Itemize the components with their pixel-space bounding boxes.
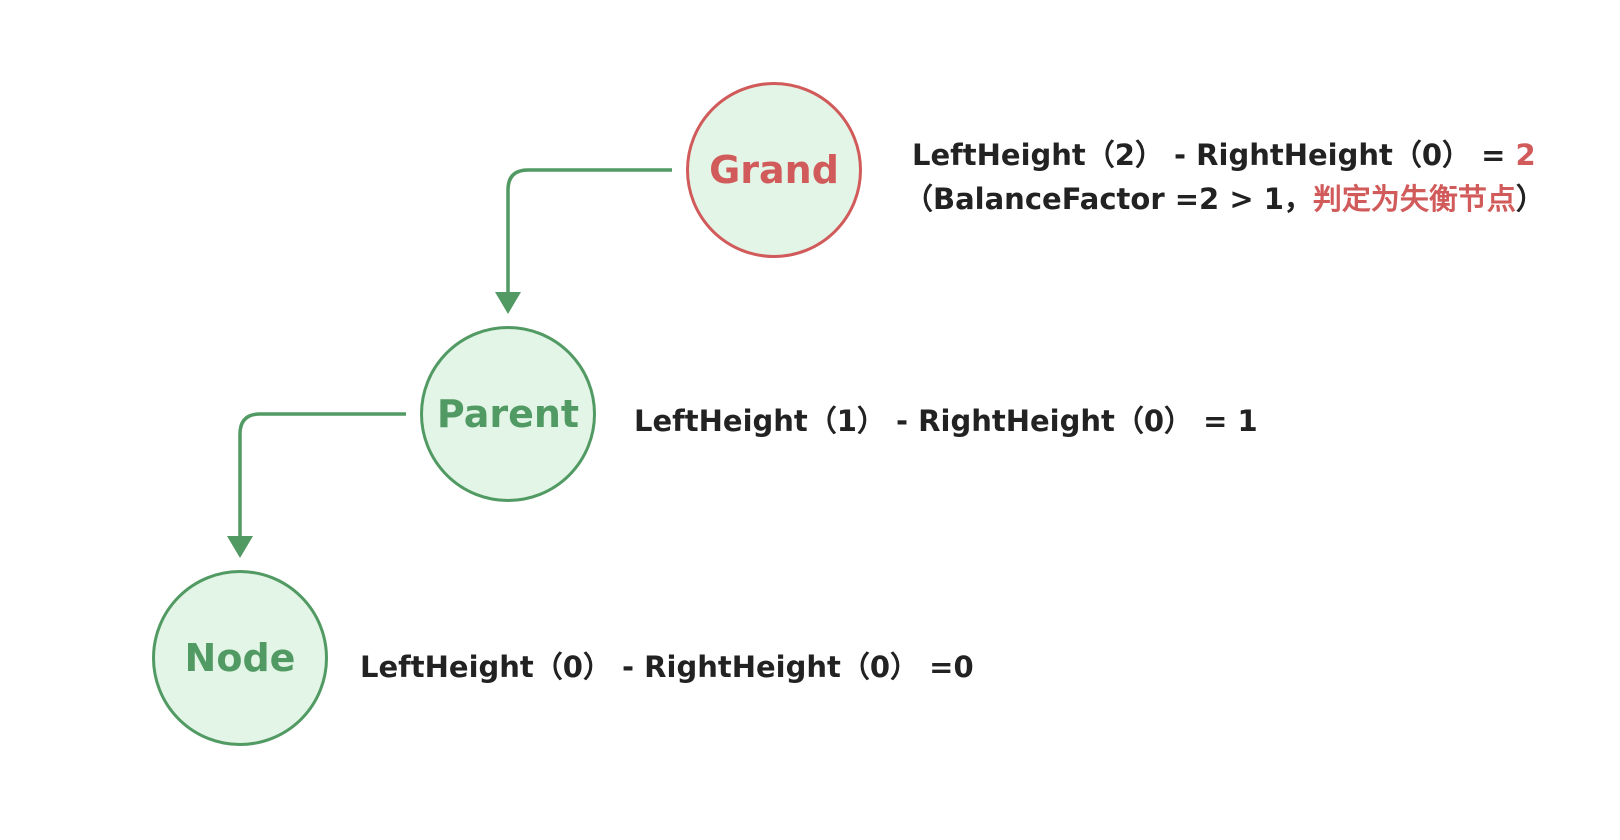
grand-note-close: ） (1515, 182, 1545, 216)
grand-node-label: Grand (709, 148, 839, 192)
edge-grand-to-parent (506, 168, 672, 292)
parent-node-label: Parent (436, 392, 580, 436)
grand-node: Grand (686, 82, 862, 258)
edge-parent-to-node (238, 412, 406, 536)
grand-note-open: （BalanceFactor =2 > 1， (904, 182, 1313, 216)
grand-note-highlight: 判定为失衡节点 (1312, 182, 1516, 216)
grand-formula-text: LeftHeight（2） - RightHeight（0） = (912, 138, 1516, 172)
arrowhead-node (227, 536, 253, 558)
node-formula-text: LeftHeight（0） - RightHeight（0） =0 (360, 650, 974, 684)
arrowhead-parent (495, 292, 521, 314)
node-formula: LeftHeight（0） - RightHeight（0） =0 (360, 644, 974, 686)
leaf-node: Node (152, 570, 328, 746)
parent-formula: LeftHeight（1） - RightHeight（0） = 1 (634, 398, 1258, 440)
parent-formula-text: LeftHeight（1） - RightHeight（0） = 1 (634, 404, 1258, 438)
leaf-node-label: Node (184, 636, 296, 680)
grand-balance-value: 2 (1515, 138, 1536, 172)
grand-balance-note: （BalanceFactor =2 > 1，判定为失衡节点） (904, 176, 1545, 218)
grand-formula: LeftHeight（2） - RightHeight（0） = 2 (912, 132, 1536, 174)
parent-node: Parent (420, 326, 596, 502)
